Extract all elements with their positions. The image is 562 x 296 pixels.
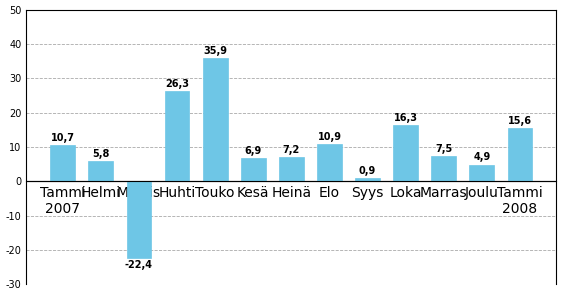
Bar xyxy=(507,128,532,181)
Bar xyxy=(203,58,228,181)
Text: 26,3: 26,3 xyxy=(165,79,189,89)
Bar xyxy=(126,181,151,258)
Text: 15,6: 15,6 xyxy=(508,116,532,126)
Bar xyxy=(279,157,303,181)
Bar xyxy=(355,178,380,181)
Bar xyxy=(88,161,114,181)
Text: -22,4: -22,4 xyxy=(125,260,153,270)
Text: 10,9: 10,9 xyxy=(318,132,342,142)
Text: 10,7: 10,7 xyxy=(51,133,75,143)
Text: 35,9: 35,9 xyxy=(203,46,227,56)
Text: 16,3: 16,3 xyxy=(393,113,418,123)
Bar xyxy=(432,156,456,181)
Bar xyxy=(393,125,418,181)
Text: 5,8: 5,8 xyxy=(92,149,110,159)
Bar xyxy=(317,144,342,181)
Bar xyxy=(241,158,266,181)
Text: 7,2: 7,2 xyxy=(283,144,300,155)
Text: 6,9: 6,9 xyxy=(244,146,262,156)
Text: 0,9: 0,9 xyxy=(359,166,376,176)
Bar xyxy=(165,91,189,181)
Text: 7,5: 7,5 xyxy=(435,144,452,154)
Bar xyxy=(469,165,494,181)
Text: 4,9: 4,9 xyxy=(473,152,491,163)
Bar xyxy=(51,144,75,181)
